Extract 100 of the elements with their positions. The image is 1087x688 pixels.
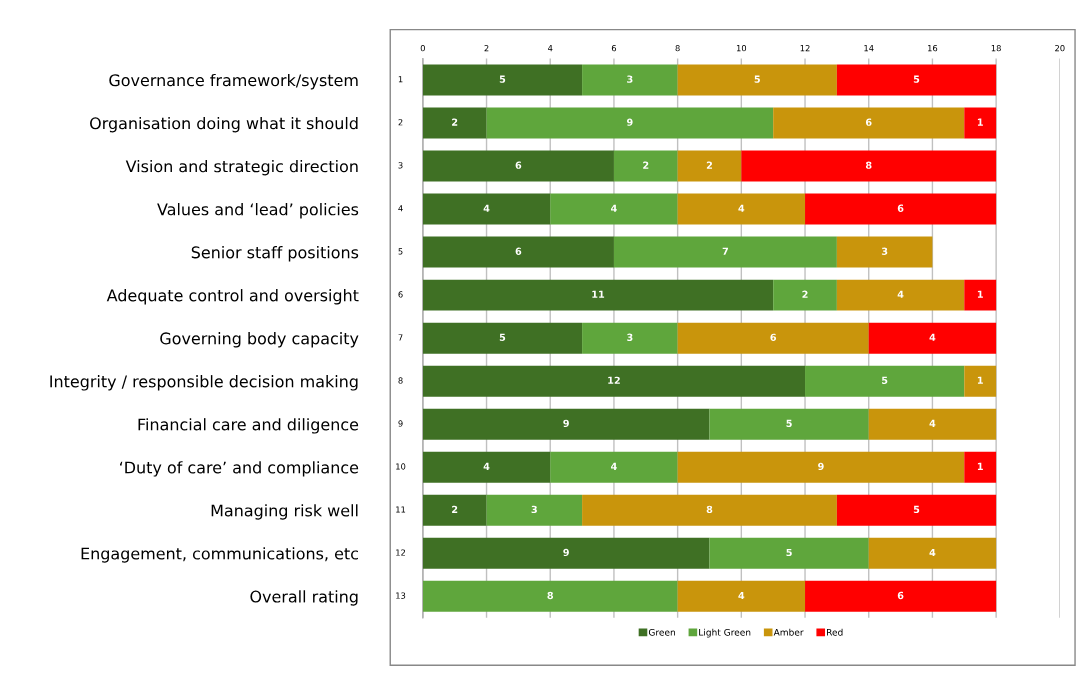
bar xyxy=(422,494,487,526)
data-label: 5 xyxy=(913,505,920,514)
data-label: 5 xyxy=(499,333,506,341)
data-label: 5 xyxy=(913,75,920,83)
data-label: 12 xyxy=(608,376,620,384)
bar xyxy=(422,64,583,96)
data-label: 2 xyxy=(452,505,458,513)
x-tick-label: 8 xyxy=(675,45,680,52)
bar xyxy=(422,236,614,268)
bar xyxy=(582,64,678,96)
y-tick-label: Organisation doing what it should xyxy=(90,116,358,133)
data-label: 2 xyxy=(802,290,808,298)
x-tick-label: 6 xyxy=(611,45,617,52)
text: 12 xyxy=(396,549,406,556)
bar xyxy=(422,365,806,397)
data-label: 1 xyxy=(977,118,983,126)
x-tick-label: 20 xyxy=(1055,45,1065,52)
bar xyxy=(964,365,997,397)
y-tick-label: Governing body capacity xyxy=(160,332,359,348)
x-tick-label: 0 xyxy=(420,45,425,52)
y-tick-label: Integrity / responsible decision making xyxy=(50,375,358,391)
data-label: 5 xyxy=(882,376,888,384)
bar xyxy=(677,322,869,354)
bar xyxy=(805,365,965,397)
bar xyxy=(550,451,678,483)
data-label: 4 xyxy=(610,462,617,470)
data-label: 1 xyxy=(977,290,983,298)
x-tick-label: 16 xyxy=(928,45,938,52)
bar xyxy=(773,107,965,139)
bar xyxy=(677,193,806,225)
bar xyxy=(422,322,583,354)
data-label: 4 xyxy=(610,204,617,212)
data-label: 3 xyxy=(627,75,633,83)
data-label: 6 xyxy=(770,333,777,341)
text: 11 xyxy=(396,506,406,513)
bar xyxy=(486,107,774,139)
data-label: 9 xyxy=(563,548,569,557)
bar xyxy=(613,236,837,268)
data-label: 11 xyxy=(592,290,605,298)
data-label: 4 xyxy=(483,462,490,470)
bar xyxy=(422,279,774,311)
y-tick-label: Financial care and diligence xyxy=(138,418,359,434)
x-tick-label: 2 xyxy=(484,45,489,52)
x-tick-label: 14 xyxy=(864,45,874,52)
data-label: 1 xyxy=(977,376,983,384)
bar xyxy=(709,537,869,569)
y-tick-label: Engagement, communications, etc xyxy=(81,547,358,563)
bar xyxy=(422,451,551,483)
bar xyxy=(836,494,997,526)
legend-label: Red xyxy=(827,628,843,636)
text: 13 xyxy=(396,592,406,599)
data-label: 9 xyxy=(563,419,569,428)
text: 7 xyxy=(398,334,403,341)
bar xyxy=(964,451,997,483)
data-label: 8 xyxy=(547,591,554,600)
x-tick-label: 4 xyxy=(548,45,553,52)
legend-label: Amber xyxy=(773,628,804,636)
data-label: 5 xyxy=(499,75,506,83)
y-tick-label: Governance framework/system xyxy=(109,73,358,90)
y-tick-label: Managing risk well xyxy=(211,504,358,520)
bar xyxy=(422,150,614,182)
data-label: 6 xyxy=(515,247,522,255)
text: 9 xyxy=(398,420,403,427)
bar xyxy=(773,279,837,311)
bar xyxy=(422,408,710,440)
bar xyxy=(709,408,869,440)
x-tick-label: 10 xyxy=(736,45,747,52)
bar xyxy=(964,107,997,139)
bar xyxy=(964,279,997,311)
data-label: 4 xyxy=(738,591,745,599)
data-label: 2 xyxy=(706,161,713,169)
y-tick-label: ‘Duty of care’ and compliance xyxy=(120,461,359,477)
legend-label: Light Green xyxy=(699,628,751,638)
data-label: 9 xyxy=(626,118,633,126)
bar xyxy=(868,537,997,569)
data-label: 6 xyxy=(515,161,522,169)
data-label: 6 xyxy=(865,118,872,126)
bar xyxy=(422,107,487,139)
bar xyxy=(582,322,678,354)
bar xyxy=(677,150,742,182)
bar xyxy=(486,494,583,526)
y-tick-label: Adequate control and oversight xyxy=(106,289,359,305)
data-label: 8 xyxy=(706,505,713,514)
data-label: 4 xyxy=(929,419,936,427)
bar xyxy=(422,193,551,225)
data-label: 1 xyxy=(977,462,983,470)
x-tick-label: 18 xyxy=(991,45,1001,52)
data-label: 5 xyxy=(786,548,792,557)
data-label: 4 xyxy=(738,204,745,212)
data-label: 9 xyxy=(818,462,824,471)
bar xyxy=(550,193,678,225)
y-tick-label: Values and ‘lead’ policies xyxy=(157,203,359,219)
bar xyxy=(677,451,965,483)
bar xyxy=(868,322,997,354)
y-tick-label: Overall rating xyxy=(250,590,358,606)
bar xyxy=(868,408,997,440)
data-label: 8 xyxy=(865,161,872,169)
data-label: 4 xyxy=(897,290,904,298)
bar xyxy=(836,64,997,96)
bar xyxy=(836,236,933,268)
